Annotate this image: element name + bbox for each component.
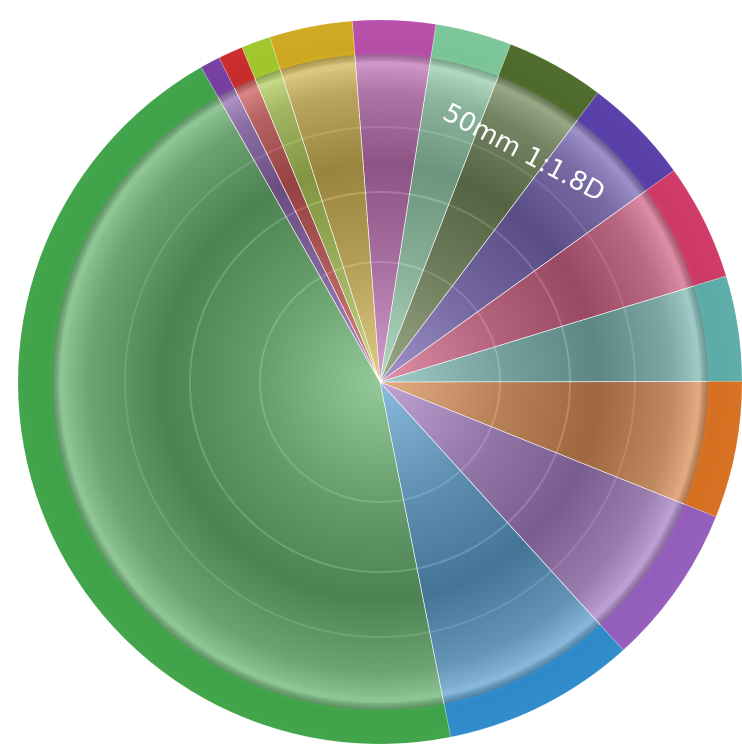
pie-rim [201,57,235,97]
pie-rim [443,624,624,738]
pie-rim [269,21,355,70]
pie-rim [600,504,716,651]
pie-rim [242,37,281,79]
pie-rim [693,276,742,382]
pie-rim [430,24,511,77]
pie-rim [646,170,727,287]
pie-rim [352,20,437,58]
pie-rim [684,381,742,517]
pie-rim [577,92,674,191]
pie [17,19,742,745]
pie-rim [498,44,598,121]
